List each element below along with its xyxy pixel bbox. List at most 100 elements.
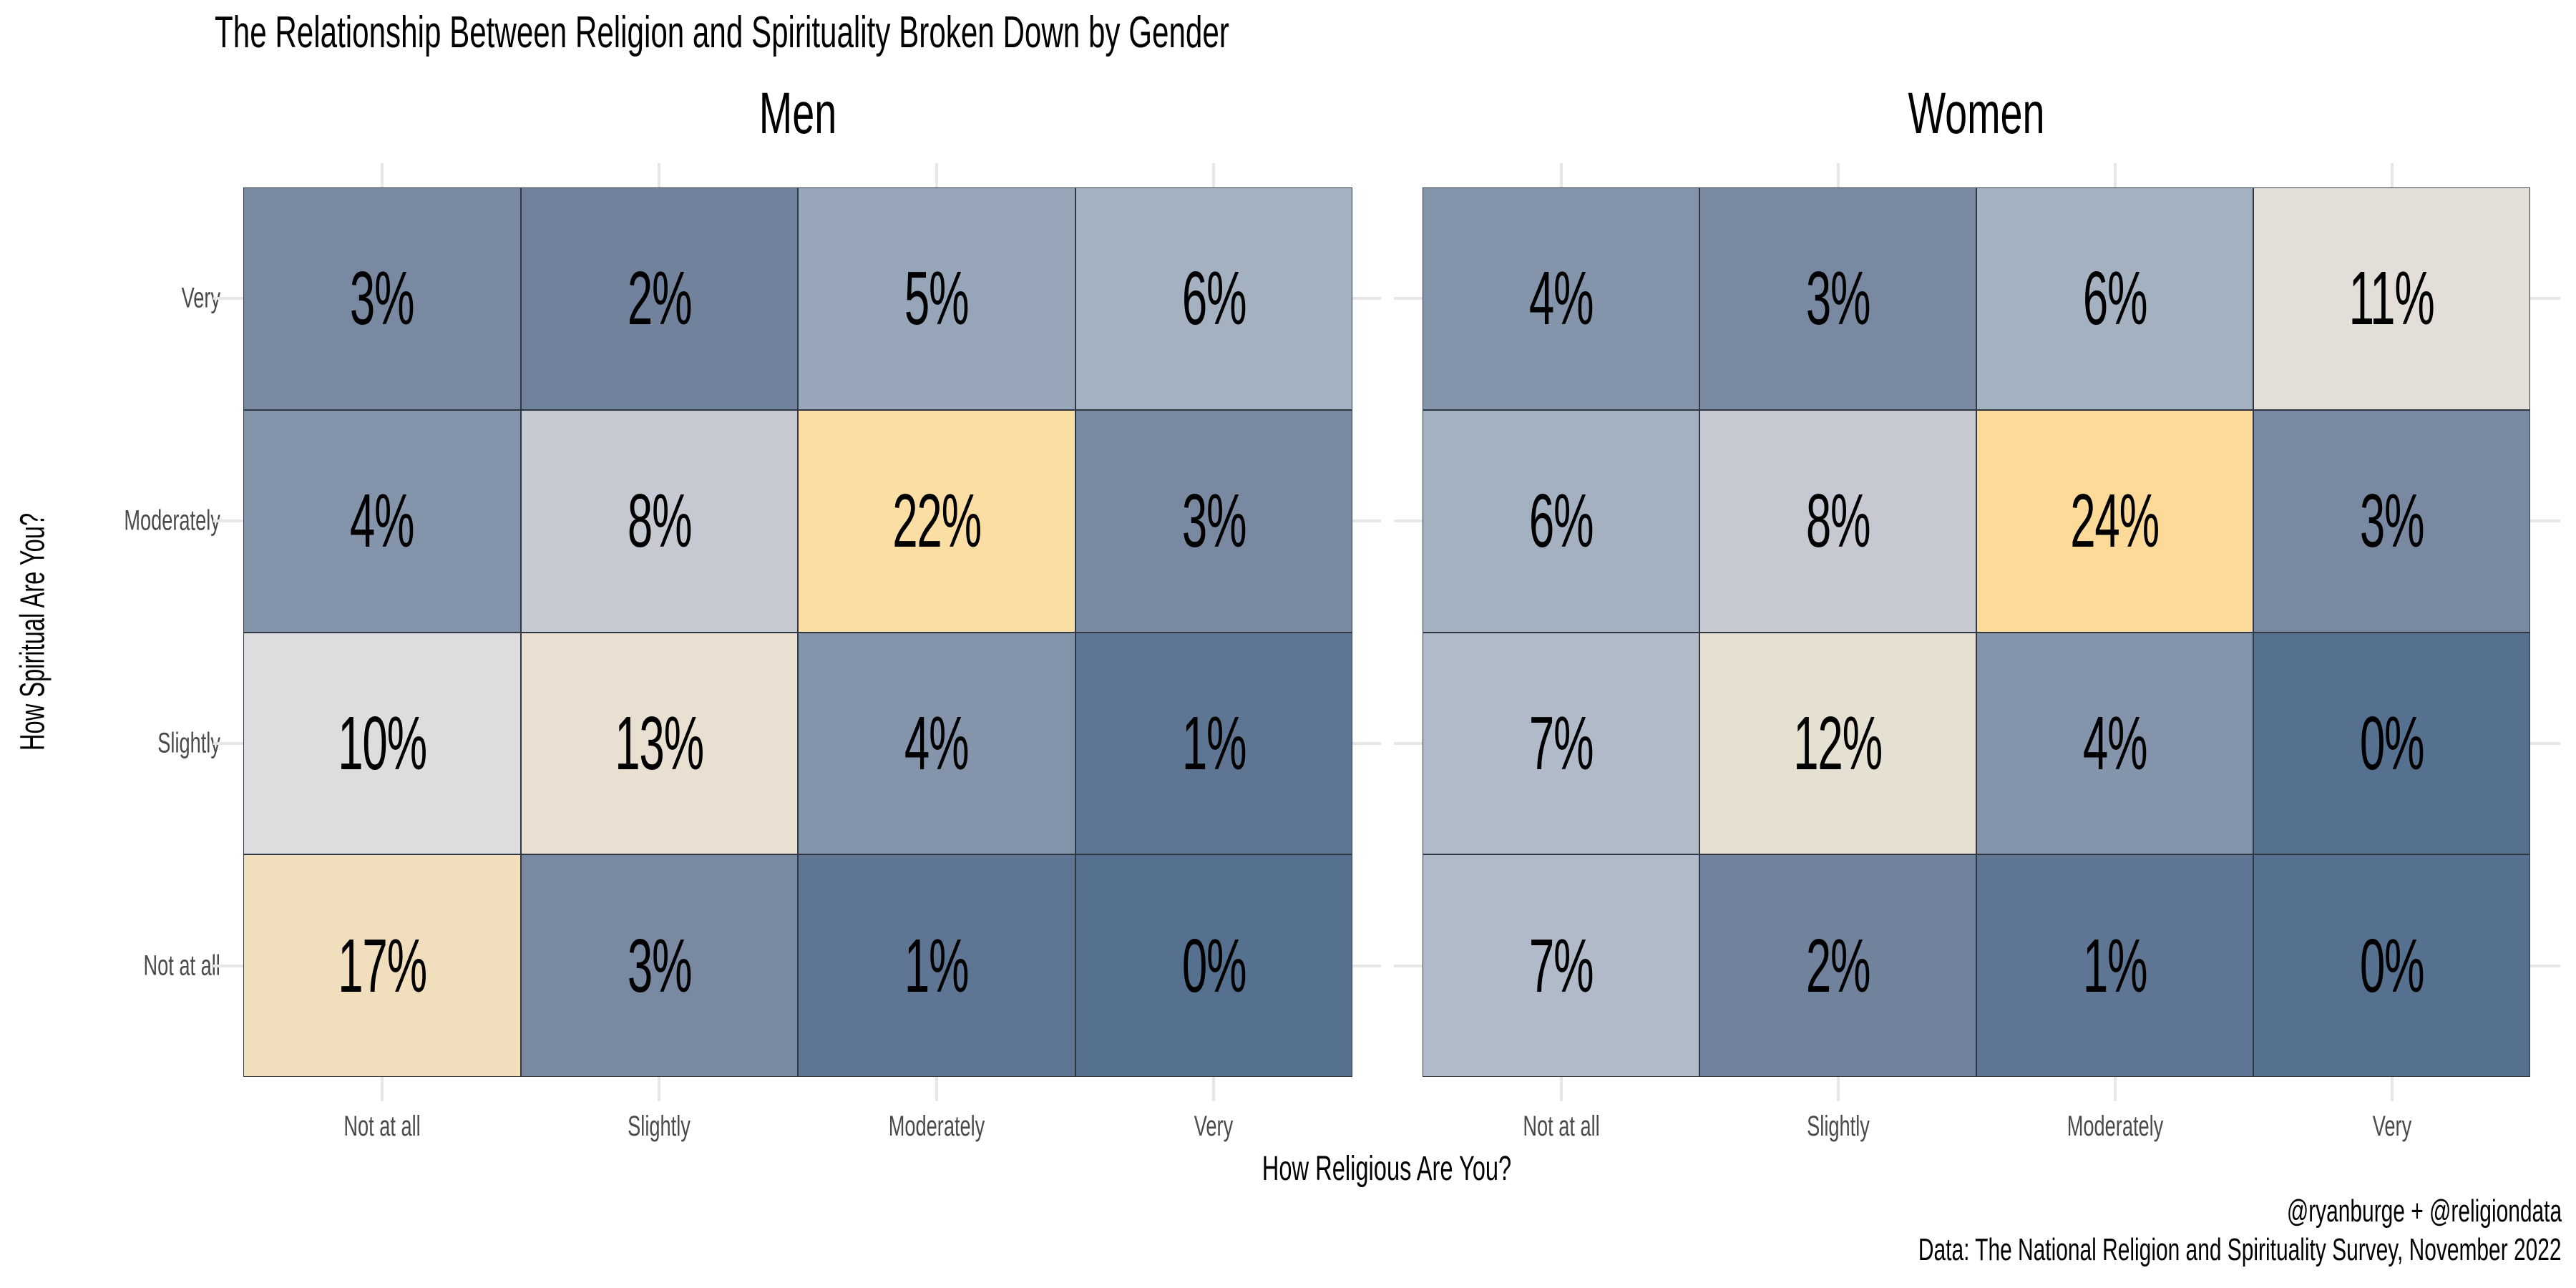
- gridline-stub: [380, 1077, 384, 1101]
- gridline-stub: [2113, 1077, 2117, 1101]
- cell-value-label: 1%: [904, 923, 970, 1008]
- cell-value-label: 13%: [615, 701, 704, 786]
- cell-value-label: 12%: [1793, 701, 1883, 786]
- cell-value-label: 6%: [2082, 256, 2148, 341]
- gridline-stub: [1352, 297, 1381, 301]
- cell-value-label: 4%: [349, 479, 415, 564]
- y-tick-label: Very: [181, 282, 220, 314]
- men-heatmap: 3% 2% 5% 6% 4% 8% 22% 3% 10% 13% 4% 1% 17% 3% 1% 0%: [243, 187, 1352, 1077]
- cell-value-label: 6%: [1528, 479, 1594, 564]
- caption-authors: @ryanburge + @religiondata: [2286, 1194, 2562, 1229]
- gridline-stub: [935, 163, 938, 187]
- x-tick-label: Moderately: [2067, 1111, 2163, 1142]
- heatmap-cell: 3%: [2253, 409, 2530, 633]
- cell-value-label: 3%: [1805, 256, 1871, 341]
- caption-source: Data: The National Religion and Spiritua…: [1918, 1232, 2562, 1267]
- heatmap-cell: 4%: [798, 632, 1075, 855]
- gridline-stub: [1394, 519, 1423, 523]
- gridline-stub: [2530, 741, 2560, 745]
- heatmap-cell: 3%: [520, 854, 798, 1077]
- gridline-stub: [2390, 163, 2394, 187]
- gridline-stub: [1836, 163, 1840, 187]
- heatmap-cell: 11%: [2253, 187, 2530, 410]
- cell-value-label: 17%: [337, 923, 427, 1008]
- heatmap-cell: 8%: [520, 409, 798, 633]
- cell-value-label: 1%: [1181, 701, 1246, 786]
- gridline-stub: [658, 163, 661, 187]
- heatmap-cell: 3%: [1075, 409, 1352, 633]
- heatmap-cell: 24%: [1976, 409, 2253, 633]
- y-tick-label: Moderately: [124, 504, 220, 537]
- gridline-stub: [935, 1077, 938, 1101]
- gridline-stub: [213, 297, 243, 301]
- heatmap-cell: 10%: [243, 632, 521, 855]
- gridline-stub: [1352, 741, 1381, 745]
- cell-value-label: 2%: [627, 256, 692, 341]
- heatmap-cell: 1%: [798, 854, 1075, 1077]
- gridline-stub: [2530, 964, 2560, 967]
- x-tick-label: Very: [2372, 1111, 2411, 1142]
- gridline-stub: [380, 163, 384, 187]
- cell-value-label: 2%: [1805, 923, 1871, 1008]
- cell-value-label: 4%: [2082, 701, 2148, 786]
- heatmap-cell: 17%: [243, 854, 521, 1077]
- gridline-stub: [213, 741, 243, 745]
- heatmap-cell: 3%: [1699, 187, 1976, 410]
- heatmap-cell: 2%: [520, 187, 798, 410]
- heatmap-cell: 1%: [1976, 854, 2253, 1077]
- y-tick-label: Not at all: [143, 950, 220, 982]
- heatmap-cell: 6%: [1075, 187, 1352, 410]
- gridline-stub: [2530, 519, 2560, 523]
- gridline-stub: [1352, 964, 1381, 967]
- gridline-stub: [1212, 1077, 1216, 1101]
- gridline-stub: [1394, 964, 1423, 967]
- heatmap-cell: 4%: [243, 409, 521, 633]
- heatmap-cell: 22%: [798, 409, 1075, 633]
- heatmap-cell: 7%: [1423, 854, 1699, 1077]
- cell-value-label: 1%: [2082, 923, 2148, 1008]
- gridline-stub: [1394, 297, 1423, 301]
- heatmap-cell: 6%: [1423, 409, 1699, 633]
- gridline-stub: [1394, 741, 1423, 745]
- gridline-stub: [1212, 163, 1216, 187]
- cell-value-label: 22%: [892, 479, 982, 564]
- gridline-stub: [2390, 1077, 2394, 1101]
- heatmap-cell: 3%: [243, 187, 521, 410]
- heatmap-cell: 8%: [1699, 409, 1976, 633]
- x-tick-label: Not at all: [343, 1111, 421, 1142]
- gridline-stub: [213, 519, 243, 523]
- cell-value-label: 0%: [1181, 923, 1246, 1008]
- heatmap-cell: 2%: [1699, 854, 1976, 1077]
- chart-title: The Relationship Between Religion and Sp…: [215, 8, 1229, 57]
- heatmap-cell: 12%: [1699, 632, 1976, 855]
- cell-value-label: 3%: [1181, 479, 1246, 564]
- panel-title-men: Men: [758, 81, 837, 146]
- cell-value-label: 4%: [1528, 256, 1594, 341]
- cell-value-label: 7%: [1528, 923, 1594, 1008]
- heatmap-cell: 7%: [1423, 632, 1699, 855]
- cell-value-label: 7%: [1528, 701, 1594, 786]
- women-heatmap: 4% 3% 6% 11% 6% 8% 24% 3% 7% 12% 4% 0% 7% 2% 1% 0%: [1423, 187, 2530, 1077]
- cell-value-label: 0%: [2359, 701, 2425, 786]
- heatmap-cell: 6%: [1976, 187, 2253, 410]
- panel-title-women: Women: [1908, 81, 2045, 146]
- gridline-stub: [1352, 519, 1381, 523]
- cell-value-label: 5%: [904, 256, 970, 341]
- gridline-stub: [658, 1077, 661, 1101]
- heatmap-cell: 5%: [798, 187, 1075, 410]
- cell-value-label: 3%: [627, 923, 692, 1008]
- cell-value-label: 4%: [904, 701, 970, 786]
- cell-value-label: 10%: [337, 701, 427, 786]
- gridline-stub: [213, 964, 243, 967]
- x-tick-label: Slightly: [628, 1111, 691, 1142]
- cell-value-label: 8%: [1805, 479, 1871, 564]
- cell-value-label: 24%: [2070, 479, 2160, 564]
- x-tick-label: Slightly: [1806, 1111, 1870, 1142]
- heatmap-cell: 0%: [2253, 854, 2530, 1077]
- heatmap-cell: 1%: [1075, 632, 1352, 855]
- y-tick-label: Slightly: [157, 727, 220, 759]
- cell-value-label: 0%: [2359, 923, 2425, 1008]
- cell-value-label: 11%: [2349, 256, 2435, 341]
- x-axis-label: How Religious Are You?: [1262, 1150, 1512, 1188]
- gridline-stub: [1559, 1077, 1563, 1101]
